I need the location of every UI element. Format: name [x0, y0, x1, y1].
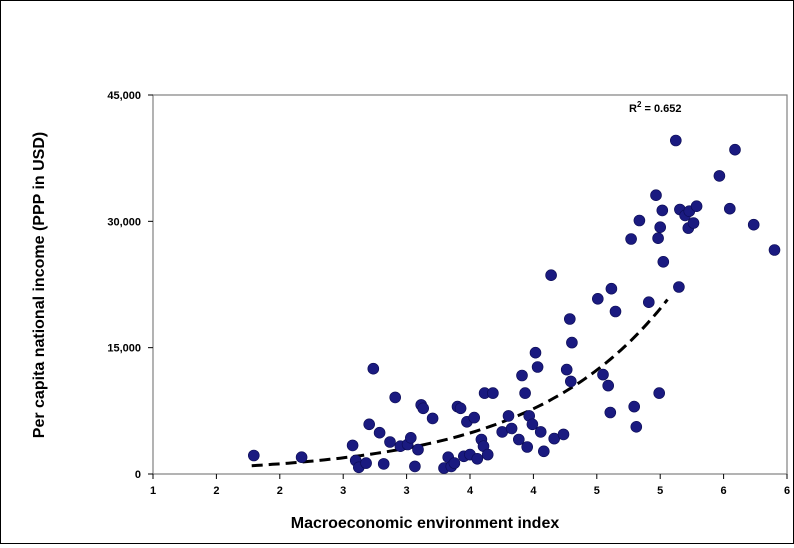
data-point: [563, 313, 576, 325]
data-point: [602, 379, 615, 392]
data-point: [653, 387, 666, 399]
x-tick-label: 2: [277, 485, 283, 497]
data-point: [628, 400, 641, 413]
data-point: [605, 282, 618, 295]
data-point: [487, 387, 499, 399]
data-point: [657, 255, 670, 268]
data-point: [690, 200, 703, 212]
data-point: [591, 292, 604, 305]
data-point: [412, 443, 424, 456]
data-point: [516, 369, 528, 382]
data-point: [652, 232, 664, 244]
data-point: [650, 189, 662, 201]
data-point: [346, 439, 359, 452]
data-point: [723, 202, 736, 215]
x-tick-label: 6: [784, 485, 790, 497]
data-point: [389, 391, 402, 404]
data-point: [560, 363, 573, 376]
data-point: [713, 170, 726, 182]
data-point: [564, 375, 577, 388]
y-tick-label: 30,000: [107, 216, 141, 228]
y-tick-label: 45,000: [107, 90, 141, 102]
data-point: [633, 214, 646, 227]
data-point: [545, 269, 557, 282]
data-point: [566, 336, 578, 349]
x-tick-label: 2: [213, 485, 219, 497]
y-axis-title: Per capita national income (PPP in USD): [31, 132, 48, 438]
data-point: [521, 441, 534, 453]
data-point: [512, 433, 525, 446]
x-tick-label: 6: [721, 485, 727, 497]
data-point: [529, 346, 542, 359]
data-point: [481, 448, 494, 461]
data-point: [729, 143, 741, 156]
x-tick-label: 3: [340, 485, 346, 497]
data-point: [404, 431, 417, 444]
data-point: [597, 368, 609, 381]
data-point: [656, 204, 669, 217]
y-tick-label: 15,000: [107, 343, 141, 355]
r-squared-annotation: R2 = 0.652: [629, 100, 681, 115]
data-point: [673, 281, 685, 293]
data-point: [468, 411, 481, 424]
x-tick-label: 5: [657, 485, 663, 497]
x-tick-label: 4: [530, 485, 537, 497]
data-point: [768, 244, 781, 256]
data-point: [295, 451, 308, 464]
data-point: [630, 420, 643, 433]
data-point: [248, 449, 260, 462]
r-squared-superscript: 2: [637, 100, 642, 109]
data-point: [747, 218, 760, 231]
x-tick-label: 1: [150, 485, 156, 497]
data-point: [609, 305, 622, 318]
data-point: [625, 233, 637, 245]
x-axis-title: Macroeconomic environment index: [291, 515, 560, 532]
data-point: [417, 402, 430, 415]
trendline: [251, 298, 669, 468]
data-point: [363, 418, 376, 431]
data-point: [687, 217, 700, 229]
data-point: [654, 221, 667, 233]
data-point: [502, 410, 515, 422]
data-point: [519, 387, 531, 399]
data-point: [557, 428, 570, 441]
x-tick-label: 5: [594, 485, 600, 497]
data-point: [377, 458, 390, 470]
data-point: [367, 362, 380, 375]
data-point: [526, 418, 539, 431]
data-point: [604, 406, 617, 419]
data-point: [409, 460, 421, 473]
y-tick-label: 0: [135, 469, 141, 481]
data-point: [360, 457, 372, 469]
data-point: [454, 402, 467, 415]
data-point: [534, 426, 547, 438]
data-point: [537, 445, 550, 458]
trendline-group: [251, 298, 669, 468]
x-tick-label: 3: [404, 485, 410, 497]
r-squared-value: = 0.652: [641, 103, 681, 115]
data-point: [448, 457, 461, 469]
data-point: [531, 361, 544, 373]
x-tick-label: 4: [467, 485, 474, 497]
axis-ticks: 1 2 2 3 3 4 4 5 5 6 6 0 15,000 30,000 45,000: [107, 90, 790, 497]
data-point: [426, 412, 439, 425]
data-point: [669, 134, 682, 147]
r-squared-prefix: R: [629, 103, 637, 115]
data-point: [471, 452, 484, 465]
data-points: [248, 134, 781, 474]
data-point: [642, 296, 655, 309]
data-point: [505, 422, 518, 435]
data-point: [384, 436, 396, 448]
data-point: [373, 426, 386, 439]
